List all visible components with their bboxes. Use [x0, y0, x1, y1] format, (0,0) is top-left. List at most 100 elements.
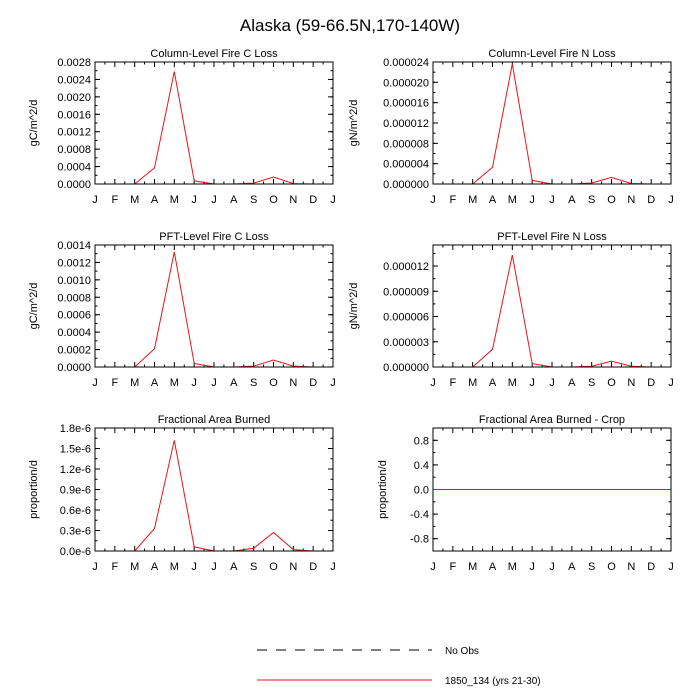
- y-tick-label: 0.000008: [383, 138, 429, 150]
- y-tick-label: 0.4: [414, 460, 429, 472]
- x-tick-label: J: [430, 377, 436, 389]
- x-tick-label: D: [309, 561, 317, 573]
- x-tick-label: J: [211, 561, 217, 573]
- y-tick-label: 0.3e-6: [60, 526, 91, 538]
- x-tick-label: O: [269, 194, 278, 206]
- y-tick-label: 0.0000: [57, 362, 91, 374]
- x-tick-label: D: [647, 377, 655, 389]
- x-tick-label: F: [449, 377, 456, 389]
- plot-frame: [94, 427, 334, 552]
- y-tick-label: 0.6e-6: [60, 505, 91, 517]
- plot-frame: [432, 61, 672, 185]
- y-tick-label: 0.000006: [383, 312, 429, 324]
- x-tick-label: M: [170, 194, 179, 206]
- x-tick-label: O: [607, 377, 616, 389]
- y-tick-label: 0.000020: [383, 77, 429, 89]
- chart-panel-6: Fractional Area Burned - Crop proportion/…: [377, 414, 674, 573]
- y-tick-label: 0.000000: [383, 179, 429, 191]
- y-tick-label: 0.9e-6: [60, 485, 91, 497]
- plot-frame: [432, 244, 672, 368]
- y-tick-label: 0.0002: [57, 345, 91, 357]
- series-line: [95, 251, 333, 368]
- x-tick-label: J: [191, 194, 197, 206]
- x-tick-label: N: [627, 377, 635, 389]
- x-tick-label: M: [170, 377, 179, 389]
- x-tick-label: J: [330, 194, 336, 206]
- y-tick-label: 0.0: [414, 485, 429, 497]
- x-tick-label: J: [330, 561, 336, 573]
- y-tick-label: 1.2e-6: [60, 464, 91, 476]
- x-tick-label: O: [269, 377, 278, 389]
- x-tick-label: D: [647, 194, 655, 206]
- x-tick-label: A: [568, 194, 576, 206]
- chart-title: Column-Level Fire N Loss: [488, 48, 616, 60]
- x-tick-label: A: [230, 377, 238, 389]
- chart-title: Column-Level Fire C Loss: [150, 48, 278, 60]
- series-line: [433, 63, 671, 185]
- y-tick-label: 0.000012: [383, 118, 429, 130]
- x-tick-label: D: [647, 561, 655, 573]
- x-tick-label: O: [269, 561, 278, 573]
- chart-title: PFT-Level Fire N Loss: [497, 231, 607, 243]
- x-tick-label: N: [289, 377, 297, 389]
- y-tick-label: 0.0028: [57, 57, 91, 69]
- x-tick-label: S: [250, 561, 257, 573]
- y-tick-label: 0.000003: [383, 337, 429, 349]
- x-tick-label: J: [549, 561, 555, 573]
- x-tick-label: M: [508, 194, 517, 206]
- x-tick-label: J: [92, 561, 98, 573]
- x-tick-label: J: [191, 561, 197, 573]
- x-tick-label: F: [111, 194, 118, 206]
- y-axis-label: gN/m^2/d: [348, 283, 360, 330]
- y-tick-label: 0.0008: [57, 144, 91, 156]
- x-tick-label: M: [468, 561, 477, 573]
- figure-title: Alaska (59-66.5N,170-140W): [240, 16, 460, 35]
- x-tick-label: A: [568, 377, 576, 389]
- y-tick-label: 0.000016: [383, 98, 429, 110]
- y-tick-label: 0.0004: [57, 162, 91, 174]
- plot-frame: [94, 244, 334, 368]
- x-tick-label: N: [627, 194, 635, 206]
- x-tick-label: O: [607, 561, 616, 573]
- x-tick-label: S: [588, 194, 595, 206]
- y-tick-label: 1.5e-6: [60, 444, 91, 456]
- x-tick-label: M: [468, 194, 477, 206]
- chart-title: Fractional Area Burned: [158, 414, 271, 426]
- x-tick-label: J: [191, 377, 197, 389]
- x-tick-label: A: [151, 377, 159, 389]
- x-tick-label: A: [230, 194, 238, 206]
- x-tick-label: A: [489, 561, 497, 573]
- x-tick-label: D: [309, 377, 317, 389]
- x-tick-label: J: [330, 377, 336, 389]
- y-axis-label: gN/m^2/d: [348, 100, 360, 147]
- y-tick-label: 0.0e-6: [60, 546, 91, 558]
- y-tick-label: 0.000024: [383, 57, 429, 69]
- x-tick-label: M: [170, 561, 179, 573]
- x-tick-label: J: [430, 561, 436, 573]
- x-tick-label: J: [529, 561, 535, 573]
- y-tick-label: -0.8: [410, 534, 429, 546]
- x-tick-label: J: [211, 377, 217, 389]
- y-tick-label: 0.8: [414, 435, 429, 447]
- y-tick-label: 0.0000: [57, 179, 91, 191]
- y-axis-label: proportion/d: [377, 460, 389, 519]
- x-tick-label: S: [588, 377, 595, 389]
- x-tick-label: J: [668, 561, 674, 573]
- y-axis-label: proportion/d: [28, 460, 40, 519]
- y-tick-label: 0.0014: [57, 240, 91, 252]
- x-tick-label: J: [549, 377, 555, 389]
- y-tick-label: 0.0012: [57, 257, 91, 269]
- chart-title: Fractional Area Burned - Crop: [479, 414, 625, 426]
- x-tick-label: A: [230, 561, 238, 573]
- x-tick-label: A: [489, 194, 497, 206]
- x-tick-label: F: [111, 377, 118, 389]
- series-line: [95, 440, 333, 552]
- x-tick-label: O: [607, 194, 616, 206]
- x-tick-label: J: [549, 194, 555, 206]
- y-tick-label: 1.8e-6: [60, 423, 91, 435]
- legend-series-label: 1850_134 (yrs 21-30): [445, 676, 541, 687]
